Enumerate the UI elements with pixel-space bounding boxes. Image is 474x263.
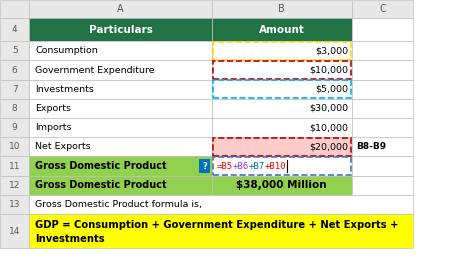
Bar bbox=[0, 60, 29, 80]
Text: 12: 12 bbox=[9, 181, 20, 190]
Bar bbox=[213, 138, 351, 156]
Text: 10: 10 bbox=[9, 142, 20, 151]
Bar bbox=[212, 137, 352, 156]
Bar bbox=[212, 156, 352, 176]
Bar bbox=[29, 41, 212, 60]
Bar bbox=[212, 176, 352, 195]
Bar bbox=[213, 157, 351, 175]
Text: $30,000: $30,000 bbox=[309, 104, 348, 113]
Bar bbox=[352, 18, 413, 41]
Bar bbox=[29, 99, 212, 118]
Bar bbox=[29, 118, 212, 137]
Text: Gross Domestic Product: Gross Domestic Product bbox=[35, 161, 167, 171]
Bar bbox=[0, 99, 29, 118]
Text: B8-B9: B8-B9 bbox=[356, 142, 387, 151]
Text: $10,000: $10,000 bbox=[309, 123, 348, 132]
Text: 9: 9 bbox=[12, 123, 18, 132]
Bar bbox=[352, 60, 413, 80]
Bar bbox=[0, 137, 29, 156]
Text: 4: 4 bbox=[12, 25, 18, 34]
Text: $3,000: $3,000 bbox=[315, 46, 348, 55]
Text: $38,000 Million: $38,000 Million bbox=[237, 180, 327, 190]
Text: Exports: Exports bbox=[35, 104, 71, 113]
Bar bbox=[213, 80, 351, 98]
Bar bbox=[199, 159, 210, 173]
Text: Particulars: Particulars bbox=[89, 25, 153, 35]
Text: Investments: Investments bbox=[35, 234, 105, 244]
Text: +B10: +B10 bbox=[265, 161, 286, 171]
Bar bbox=[0, 80, 29, 99]
Text: Net Exports: Net Exports bbox=[35, 142, 91, 151]
Text: A: A bbox=[118, 4, 124, 14]
Bar bbox=[0, 214, 29, 248]
Bar bbox=[29, 195, 413, 214]
Text: Gross Domestic Product formula is,: Gross Domestic Product formula is, bbox=[35, 200, 202, 209]
Bar bbox=[29, 80, 212, 99]
Bar bbox=[352, 176, 413, 195]
Text: 5: 5 bbox=[12, 46, 18, 55]
Bar bbox=[352, 156, 413, 176]
Bar bbox=[352, 41, 413, 60]
Text: +B6: +B6 bbox=[233, 161, 249, 171]
Text: 7: 7 bbox=[12, 85, 18, 94]
Bar bbox=[352, 0, 413, 18]
Bar bbox=[29, 156, 212, 176]
Text: C: C bbox=[379, 4, 386, 14]
Bar bbox=[352, 137, 413, 156]
Bar bbox=[29, 214, 413, 248]
Text: 6: 6 bbox=[12, 65, 18, 75]
Bar bbox=[212, 41, 352, 60]
Text: $20,000: $20,000 bbox=[309, 142, 348, 151]
Text: $10,000: $10,000 bbox=[309, 65, 348, 75]
Text: Investments: Investments bbox=[35, 85, 94, 94]
Bar bbox=[29, 137, 212, 156]
Bar bbox=[212, 99, 352, 118]
Text: Government Expenditure: Government Expenditure bbox=[35, 65, 155, 75]
Bar bbox=[212, 60, 352, 80]
Bar bbox=[29, 176, 212, 195]
Bar bbox=[29, 0, 212, 18]
Text: +B7: +B7 bbox=[249, 161, 265, 171]
Bar bbox=[212, 118, 352, 137]
Text: 11: 11 bbox=[9, 161, 20, 171]
Bar bbox=[0, 41, 29, 60]
Text: $5,000: $5,000 bbox=[315, 85, 348, 94]
Text: GDP = Consumption + Government Expenditure + Net Exports +: GDP = Consumption + Government Expenditu… bbox=[35, 220, 399, 230]
Text: B: B bbox=[278, 4, 285, 14]
Text: =B5: =B5 bbox=[217, 161, 233, 171]
Bar bbox=[213, 61, 351, 79]
Bar bbox=[0, 156, 29, 176]
Bar bbox=[29, 60, 212, 80]
Bar bbox=[352, 118, 413, 137]
Text: Consumption: Consumption bbox=[35, 46, 98, 55]
Bar bbox=[212, 18, 352, 41]
Bar bbox=[29, 18, 212, 41]
Text: Gross Domestic Product: Gross Domestic Product bbox=[35, 180, 167, 190]
Bar bbox=[0, 195, 29, 214]
Bar bbox=[212, 80, 352, 99]
Bar bbox=[212, 0, 352, 18]
Bar bbox=[0, 18, 29, 41]
Text: 14: 14 bbox=[9, 227, 20, 236]
Bar bbox=[0, 0, 29, 18]
Bar bbox=[0, 176, 29, 195]
Text: 8: 8 bbox=[12, 104, 18, 113]
Bar bbox=[352, 80, 413, 99]
Bar bbox=[352, 99, 413, 118]
Bar bbox=[213, 42, 351, 60]
Text: Imports: Imports bbox=[35, 123, 72, 132]
Bar bbox=[0, 118, 29, 137]
Text: ?: ? bbox=[202, 161, 207, 171]
Text: Amount: Amount bbox=[259, 25, 305, 35]
Text: 13: 13 bbox=[9, 200, 20, 209]
